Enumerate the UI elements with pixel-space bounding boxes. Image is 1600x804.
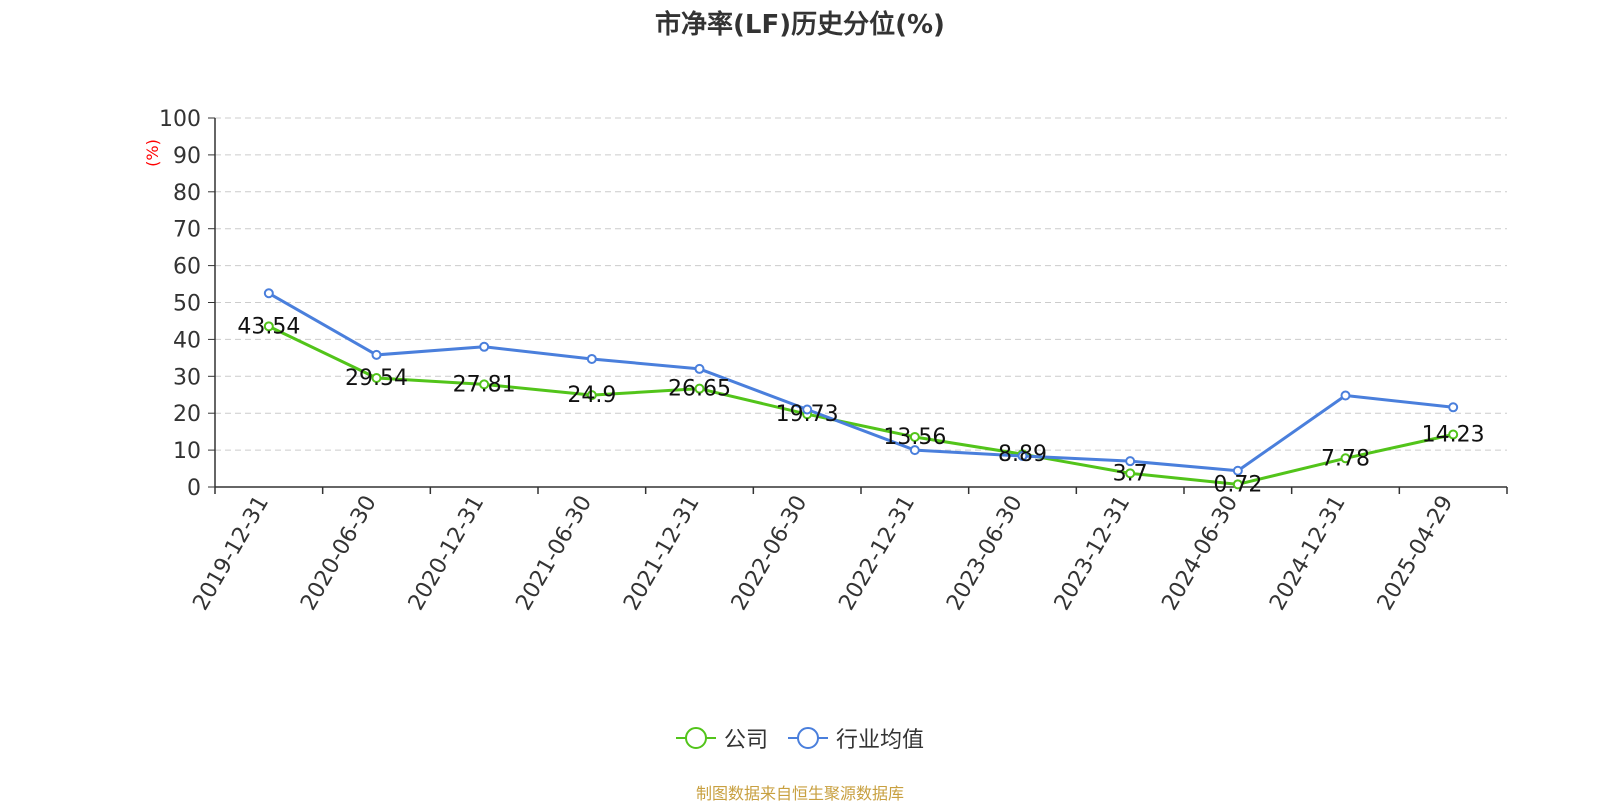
data-point-industry[interactable] [1340,390,1351,401]
data-point-company[interactable] [371,372,382,383]
y-tick-label: 60 [173,255,201,280]
series-line-industry [268,291,1454,473]
series [263,288,1459,490]
x-tick-label: 2019-12-31 [188,492,274,615]
legend-item-industry[interactable]: 行业均值 [788,722,924,754]
data-point-company[interactable] [694,383,705,394]
data-label: 29.54 [345,366,408,391]
data-labels: 43.54 29.54 27.81 24.9 26.65 19.73 13.56 8.89 3.… [237,314,1484,497]
data-label: 19.73 [776,402,839,427]
data-point-company[interactable] [1340,453,1351,464]
x-tick-label: 2023-06-30 [942,492,1028,615]
company-legend-icon [675,727,716,749]
x-tick-label: 2024-06-30 [1157,492,1243,615]
y-tick-label: 0 [187,476,201,501]
data-point-industry[interactable] [694,363,705,374]
x-tick-label: 2022-12-31 [834,491,920,614]
data-label: 3.7 [1113,461,1148,486]
y-tick-label: 20 [173,402,201,427]
y-tick-label: 50 [173,292,201,317]
data-point-industry[interactable] [1448,402,1459,413]
industry-legend-icon [788,727,828,749]
legend: 公司 行业均值 [0,722,1600,754]
x-tick-label: 2020-12-31 [404,491,490,614]
data-label: 8.89 [998,442,1047,467]
data-point-company[interactable] [479,379,490,390]
data-point-company[interactable] [1125,468,1136,479]
data-label: 7.78 [1321,446,1370,471]
data-point-industry[interactable] [1125,456,1136,467]
data-point-industry[interactable] [1232,465,1243,476]
data-label: 0.72 [1213,472,1262,497]
data-label: 26.65 [668,377,731,402]
data-point-industry[interactable] [371,349,382,360]
y-tick-label: 90 [173,144,201,169]
data-label: 24.9 [567,383,616,408]
data-point-company[interactable] [586,390,597,401]
data-label: 14.23 [1422,422,1485,447]
data-point-industry[interactable] [479,341,490,352]
x-tick-label: 2024-12-31 [1265,492,1351,615]
y-tick-label: 10 [173,439,201,464]
legend-label-company: 公司 [723,728,768,753]
data-label: 13.56 [883,425,946,450]
y-tick-label: 30 [173,365,201,390]
data-point-industry[interactable] [909,445,920,456]
source-note: 制图数据来自恒生聚源数据库 [695,784,904,803]
x-tick-label: 2025-04-29 [1373,492,1459,615]
data-label: 43.54 [237,314,300,339]
data-point-industry[interactable] [1017,451,1028,462]
data-point-company[interactable] [1448,429,1459,440]
data-point-company[interactable] [1232,479,1243,490]
y-tick-label: 80 [173,181,201,206]
data-point-company[interactable] [909,431,920,442]
y-axis-label: (%) [143,139,162,167]
data-label: 27.81 [453,372,516,397]
x-tick-label: 2022-06-30 [727,492,813,615]
data-point-industry[interactable] [802,404,813,415]
axes: 0 10 20 30 40 50 60 70 80 90 100 2019-12-31 2020-06-… [159,107,1508,615]
data-point-company[interactable] [263,321,274,332]
y-tick-label: 40 [173,328,201,353]
x-tick-label: 2021-06-30 [511,492,597,615]
legend-label-industry: 行业均值 [836,728,925,753]
y-tick-label: 70 [173,218,201,243]
data-point-industry[interactable] [263,288,274,299]
x-tick-label: 2021-12-31 [619,492,705,615]
chart-title: 市净率(LF)历史分位(%) [655,10,945,40]
grid-lines [215,117,1507,451]
x-tick-label: 2020-06-30 [296,492,382,615]
series-line-company [268,324,1454,486]
data-point-industry[interactable] [586,353,597,364]
y-tick-label: 100 [159,107,201,132]
legend-item-company[interactable]: 公司 [675,722,768,754]
x-tick-label: 2023-12-31 [1050,492,1136,615]
